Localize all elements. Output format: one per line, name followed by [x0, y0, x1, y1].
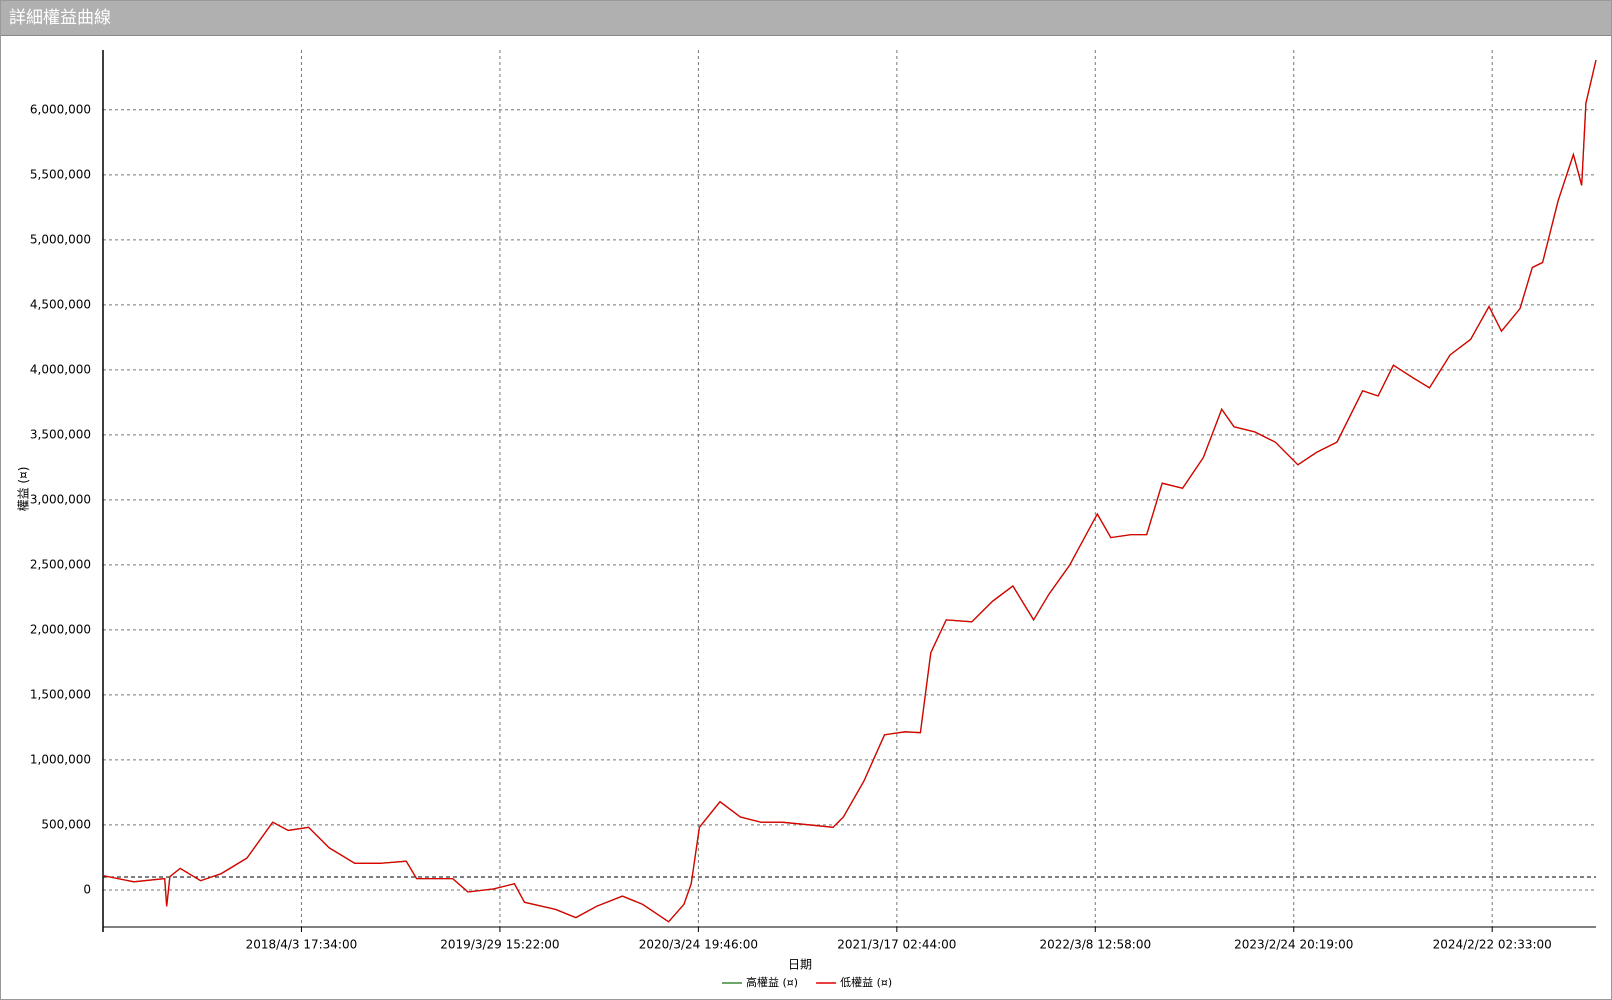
- x-tick-label: 2024/2/22 02:33:00: [1433, 938, 1552, 952]
- y-tick-label: 4,000,000: [30, 362, 91, 376]
- y-tick-label: 5,500,000: [30, 167, 91, 181]
- legend-label: 低權益 (¤): [840, 975, 892, 989]
- equity-line: [102, 59, 1597, 923]
- y-tick-label: 5,000,000: [30, 232, 91, 246]
- window-title: 詳細權益曲線: [1, 1, 1611, 36]
- y-axis-title: 權益 (¤): [17, 467, 31, 512]
- y-tick-label: 6,000,000: [30, 102, 91, 116]
- x-axis-title: 日期: [788, 958, 812, 972]
- equity-line: [102, 59, 1597, 923]
- x-tick-label: 2021/3/17 02:44:00: [837, 938, 956, 952]
- legend-label: 高權益 (¤): [746, 975, 798, 989]
- y-tick-label: 2,000,000: [30, 622, 91, 636]
- y-tick-label: 0: [83, 882, 91, 896]
- x-tick-label: 2018/4/3 17:34:00: [246, 938, 358, 952]
- y-tick-label: 4,500,000: [30, 297, 91, 311]
- chart: 日期 權益 (¤) 0 500,000 1,000,000 1,500,000 2,00…: [17, 50, 1597, 989]
- x-tick-label: 2020/3/24 19:46:00: [639, 938, 758, 952]
- y-tick-label: 2,500,000: [30, 557, 91, 571]
- y-tick-label: 1,000,000: [30, 752, 91, 766]
- y-tick-label: 3,000,000: [30, 492, 91, 506]
- x-tick-label: 2022/3/8 12:58:00: [1039, 938, 1151, 952]
- y-tick-label: 1,500,000: [30, 687, 91, 701]
- x-tick-label: 2019/3/29 15:22:00: [440, 938, 559, 952]
- x-tick-label: 2023/2/24 20:19:00: [1234, 938, 1353, 952]
- y-tick-label: 500,000: [41, 817, 91, 831]
- y-tick-label: 3,500,000: [30, 427, 91, 441]
